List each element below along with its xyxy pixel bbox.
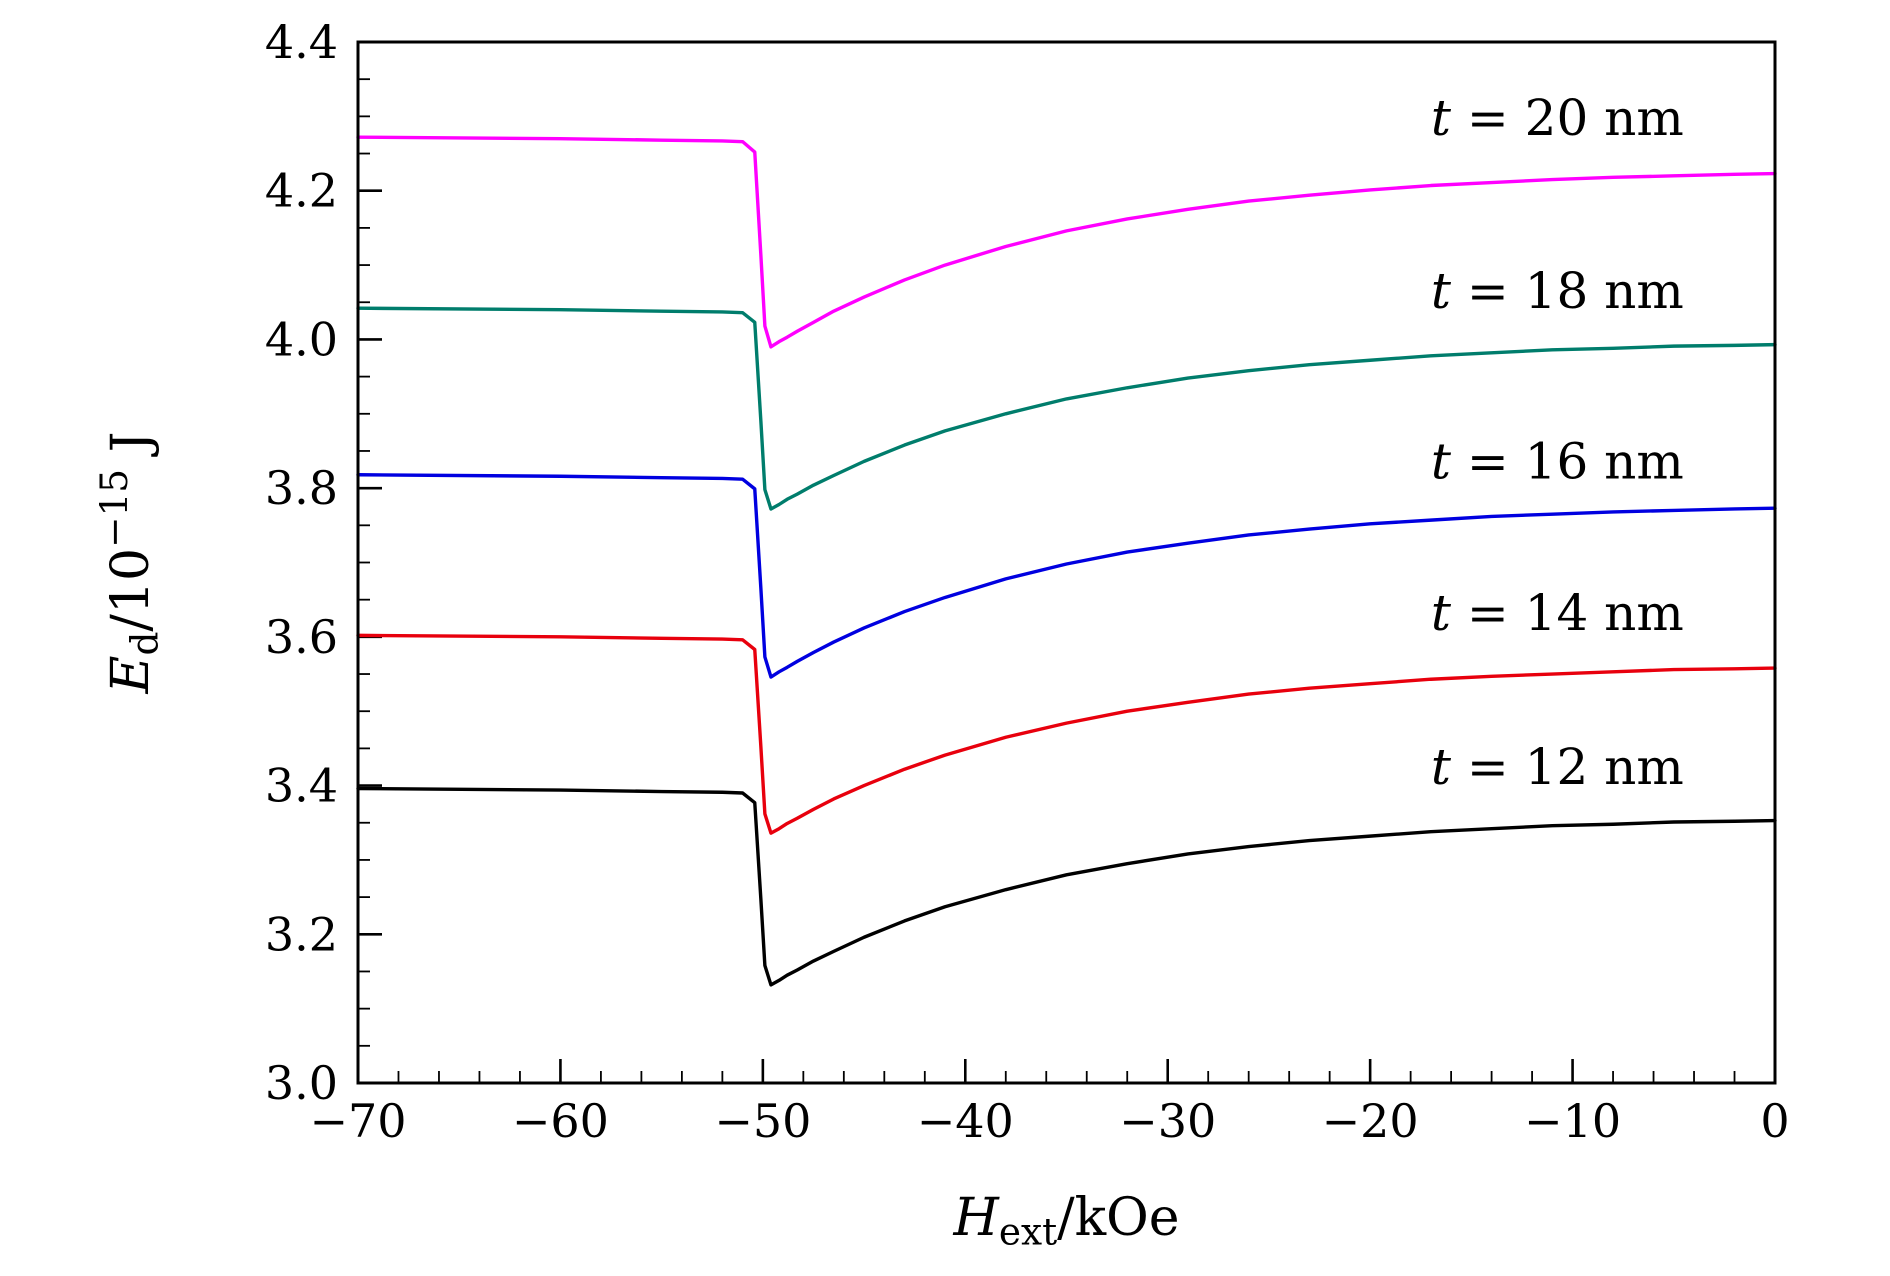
series-line-t-14 — [356, 633, 1777, 835]
y-tick-label: 3.6 — [265, 610, 338, 664]
x-tick-label: −70 — [309, 1094, 406, 1148]
y-tick-label: 3.4 — [265, 759, 338, 813]
series-line-t-16 — [356, 473, 1777, 679]
series-label-annotation-1: t = 18 nm — [1431, 262, 1684, 320]
y-axis-title: Ed/10−15 J — [92, 432, 166, 695]
plot-frame — [356, 40, 1777, 1085]
x-tick-label: −20 — [1322, 1094, 1419, 1148]
x-tick-label: −50 — [714, 1094, 811, 1148]
series-curves — [356, 135, 1777, 987]
series-label-annotation-2: t = 16 nm — [1431, 432, 1684, 490]
y-tick-label: 4.4 — [265, 15, 338, 69]
y-axis: 3.0 3.2 3.4 3.6 3.8 4.0 4.2 4.4 — [265, 15, 382, 1110]
y-tick-label: 3.2 — [265, 907, 338, 961]
y-tick-label: 4.0 — [265, 312, 338, 366]
x-tick-label: −40 — [917, 1094, 1014, 1148]
x-tick-label: −10 — [1524, 1094, 1621, 1148]
x-tick-label: −30 — [1119, 1094, 1216, 1148]
x-axis-title: Hext/kOe — [952, 1188, 1179, 1253]
series-label-annotation-4: t = 12 nm — [1431, 738, 1684, 796]
y-tick-label: 3.0 — [265, 1056, 338, 1110]
series-label-annotation-3: t = 14 nm — [1431, 584, 1684, 642]
y-axis-minor-ticks — [358, 78, 370, 1047]
series-annotations: t = 20 nm t = 18 nm t = 16 nm t = 14 nm t = … — [1431, 89, 1684, 796]
y-tick-label: 4.2 — [265, 164, 338, 218]
x-tick-label: 0 — [1760, 1094, 1789, 1148]
x-tick-label: −60 — [512, 1094, 609, 1148]
series-line-t-12 — [356, 786, 1777, 987]
series-line-t-20 — [356, 135, 1777, 349]
x-axis-minor-ticks — [397, 1071, 1736, 1083]
series-label-annotation-0: t = 20 nm — [1431, 89, 1684, 147]
series-line-t-18 — [356, 306, 1777, 511]
y-tick-label: 3.8 — [265, 461, 338, 515]
x-axis: −70 −60 −50 −40 −30 −20 −10 0 — [309, 1059, 1790, 1148]
